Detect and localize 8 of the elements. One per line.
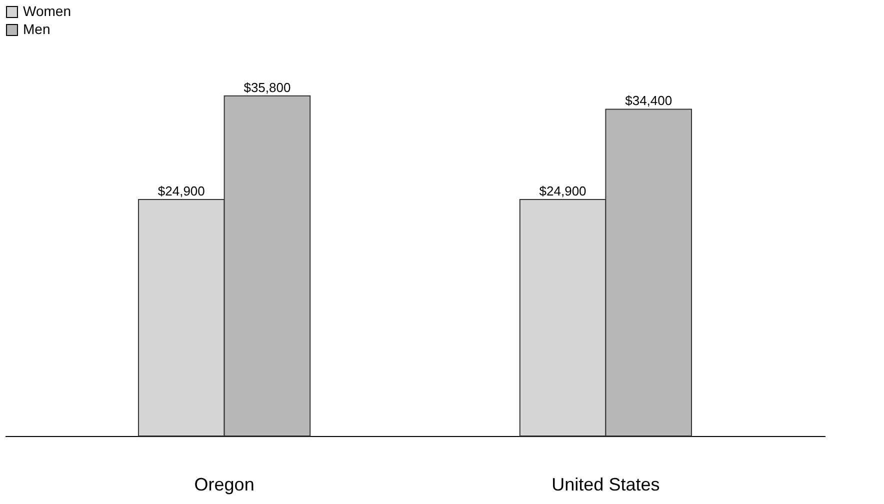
legend-label: Men bbox=[23, 21, 50, 37]
data-label: $35,800 bbox=[244, 80, 291, 95]
data-label: $34,400 bbox=[625, 93, 672, 108]
legend-label: Women bbox=[23, 3, 71, 19]
x-tick-label: Oregon bbox=[194, 474, 254, 494]
data-label: $24,900 bbox=[539, 183, 586, 198]
data-label: $24,900 bbox=[158, 183, 205, 198]
x-tick-label: United States bbox=[552, 474, 660, 494]
